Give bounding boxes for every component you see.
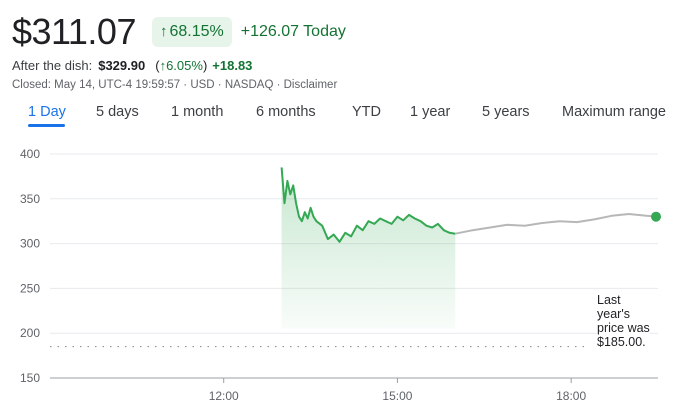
range-tabs: 1 Day 5 days 1 month 6 months YTD 1 year… <box>0 104 683 128</box>
note-line: year's <box>597 307 630 321</box>
tab-5-years[interactable]: 5 years <box>482 104 530 120</box>
last-point-dot <box>651 211 661 222</box>
x-tick-label: 12:00 <box>209 389 239 403</box>
y-tick-label: 350 <box>20 192 40 206</box>
x-axis-ticks: 12:00 15:00 18:00 <box>209 378 586 403</box>
change-today: +126.07 Today <box>240 23 346 40</box>
change-percent-badge: ↑ 68.15% <box>151 17 232 47</box>
last-year-price-note: Last year's price was $185.00. <box>597 293 650 349</box>
y-tick-label: 300 <box>20 237 40 251</box>
quote-header: $311.07 ↑ 68.15% +126.07 Today <box>12 12 346 52</box>
after-hours-percent: (↑6.05%) <box>155 58 207 73</box>
y-tick-label: 150 <box>20 371 40 385</box>
closed-info: Closed: May 14, UTC-4 19:59:57 · USD · N… <box>12 79 338 91</box>
x-tick-label: 18:00 <box>556 389 586 403</box>
after-hours-line <box>455 213 659 235</box>
note-line: Last <box>597 293 621 307</box>
after-hours-price: $329.90 <box>98 58 146 73</box>
change-percent: 68.15% <box>169 23 224 40</box>
y-tick-label: 250 <box>20 281 40 295</box>
tab-1-year[interactable]: 1 year <box>410 104 451 120</box>
y-axis-ticks: 400 350 300 250 200 150 <box>20 147 40 385</box>
after-hours-change: +18.83 <box>212 58 253 73</box>
tab-1-day[interactable]: 1 Day <box>28 104 66 120</box>
grid-lines <box>50 153 658 379</box>
paren-open: ( <box>155 58 160 73</box>
x-tick-label: 15:00 <box>382 389 412 403</box>
y-tick-label: 400 <box>20 147 40 161</box>
y-tick-label: 200 <box>20 326 40 340</box>
tab-maximum-range[interactable]: Maximum range <box>562 104 666 120</box>
arrow-up-icon: ↑ <box>159 58 167 73</box>
after-hours-percent-value: 6.05% <box>166 58 203 73</box>
tab-5-days[interactable]: 5 days <box>96 104 139 120</box>
after-hours-label: After the dish: <box>12 58 93 73</box>
after-hours-row: After the dish: $329.90 (↑6.05%) +18.83 <box>12 58 252 73</box>
note-line: price was <box>597 321 650 335</box>
current-price: $311.07 <box>12 11 136 52</box>
regular-session-line <box>280 167 456 243</box>
tab-6-months[interactable]: 6 months <box>256 104 316 120</box>
tab-1-month[interactable]: 1 month <box>171 104 224 120</box>
arrow-up-icon: ↑ <box>159 23 168 40</box>
note-line: $185.00. <box>597 335 646 349</box>
active-tab-indicator <box>28 124 65 127</box>
tab-ytd[interactable]: YTD <box>352 104 381 120</box>
regular-session-area <box>281 167 456 329</box>
paren-close: ) <box>202 58 208 73</box>
